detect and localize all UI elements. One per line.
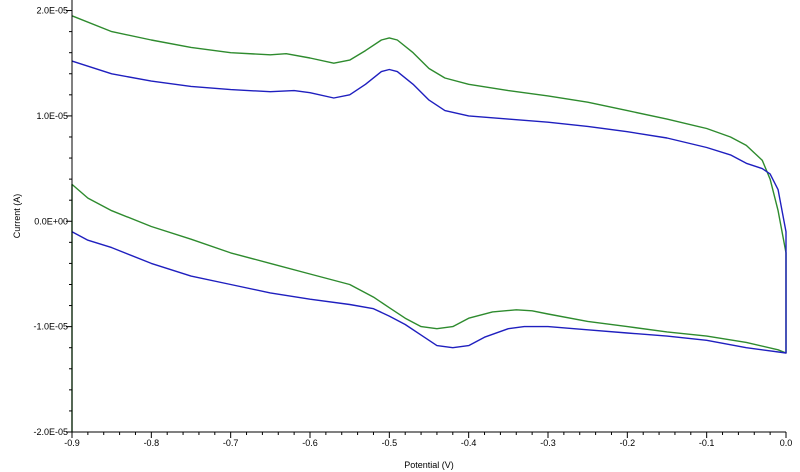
series-line-1 xyxy=(71,15,787,432)
y-tick-label: 2.0E-05 xyxy=(36,6,68,16)
x-tick-label: -0.8 xyxy=(144,438,160,448)
x-tick-label: -0.3 xyxy=(540,438,556,448)
series-line-2 xyxy=(71,60,787,354)
y-tick-label: 1.0E-05 xyxy=(36,111,68,121)
x-tick-label: -0.7 xyxy=(223,438,239,448)
y-tick-label: -2.0E-05 xyxy=(33,427,68,437)
x-tick-label: -0.5 xyxy=(382,438,398,448)
series-layer xyxy=(71,15,787,432)
x-axis-title: Potential (V) xyxy=(404,460,454,470)
y-tick-label: 0.0E+00 xyxy=(34,216,68,226)
x-ticks: -0.9 -0.8 -0.7 -0.6 -0.5 -0.4 -0.3 -0.2 -0.1 0.0 xyxy=(64,432,792,448)
y-tick-label: -1.0E-05 xyxy=(33,322,68,332)
y-ticks: -2.0E-05 -1.0E-05 0.0E+00 1.0E-05 2.0E-05 xyxy=(33,6,72,437)
x-tick-label: -0.1 xyxy=(699,438,715,448)
x-tick-label: -0.9 xyxy=(64,438,80,448)
y-axis-title: Current (A) xyxy=(12,194,22,239)
x-tick-label: -0.4 xyxy=(461,438,477,448)
x-tick-label: 0.0 xyxy=(780,438,793,448)
x-tick-label: -0.2 xyxy=(620,438,636,448)
x-tick-label: -0.6 xyxy=(302,438,318,448)
